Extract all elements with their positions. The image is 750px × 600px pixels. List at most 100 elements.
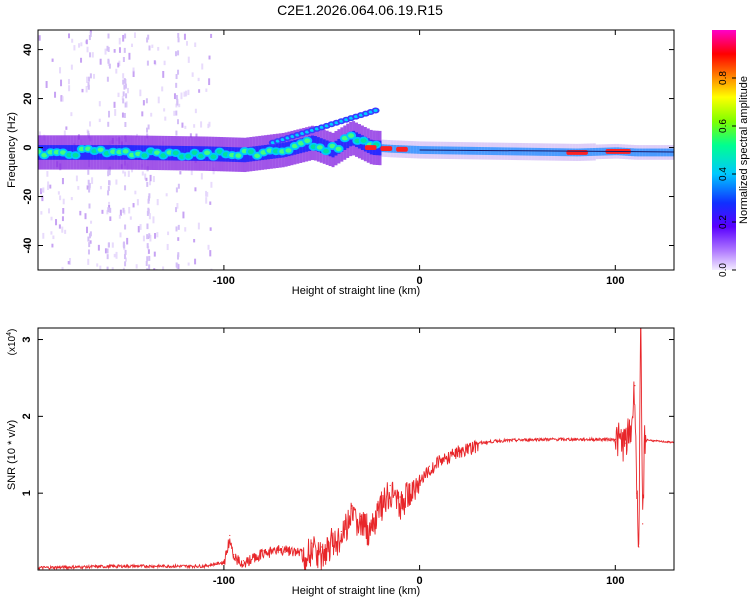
heatmap-streak-cell xyxy=(146,243,149,249)
heatmap-core-cell xyxy=(407,145,411,154)
heatmap-noise-cell xyxy=(200,121,203,128)
heatmap-noise-cell xyxy=(70,64,73,70)
heatmap-noise-cell xyxy=(125,257,128,262)
heatmap-noise-cell xyxy=(209,201,212,205)
snr-data-point xyxy=(340,530,342,533)
heatmap-noise-cell xyxy=(153,268,156,270)
heatmap-core-cell xyxy=(557,148,561,157)
heatmap-noise-cell xyxy=(96,263,99,267)
heatmap-noise-cell xyxy=(164,116,167,121)
heatmap-streak-cell xyxy=(146,127,149,133)
heatmap-noise-cell xyxy=(210,181,213,188)
heatmap-noise-cell xyxy=(104,48,107,55)
heatmap-noise-cell xyxy=(50,216,53,221)
heatmap-noise-cell xyxy=(122,73,125,79)
heatmap-core-cell xyxy=(501,147,505,156)
heatmap-core-cell xyxy=(531,147,535,156)
heatmap-streak-cell xyxy=(122,79,125,85)
heatmap-noise-cell xyxy=(70,197,73,201)
heatmap-branch-core xyxy=(280,138,285,142)
colorbar: 0.0 0.2 0.4 0.6 0.8 Normalized spectral ampl… xyxy=(712,30,750,277)
heatmap-streak-cell xyxy=(88,242,91,248)
snr-data-point xyxy=(360,515,362,517)
heatmap-noise-cell xyxy=(131,43,134,48)
heatmap-y-axis-label: Frequency (Hz) xyxy=(6,112,18,188)
heatmap-noise-cell xyxy=(119,209,122,216)
heatmap-core-cell xyxy=(642,148,646,157)
heatmap-branch-core xyxy=(368,110,373,114)
heatmap-noise-cell xyxy=(115,251,118,259)
heatmap-noise-cell xyxy=(149,181,152,186)
heatmap-streak-cell xyxy=(148,255,151,261)
heatmap-streak-cell xyxy=(87,130,90,136)
heatmap-streak-cell xyxy=(88,203,91,209)
heatmap-x-tick-label: -100 xyxy=(213,275,235,287)
heatmap-noise-cell xyxy=(122,170,125,174)
heatmap-noise-cell xyxy=(194,187,197,192)
heatmap-noise-cell xyxy=(141,171,144,176)
heatmap-core-cell xyxy=(542,148,546,156)
heatmap-streak-cell xyxy=(125,93,128,99)
heatmap-branch-core xyxy=(354,115,358,119)
heatmap-noise-cell xyxy=(181,122,184,128)
heatmap-core-cell xyxy=(545,148,549,156)
heatmap-streak-cell xyxy=(123,243,126,249)
snr-data-point xyxy=(624,442,626,444)
heatmap-noise-cell xyxy=(185,90,188,97)
heatmap-streak-cell xyxy=(107,190,110,196)
heatmap-noise-cell xyxy=(118,37,121,45)
heatmap-core-cell xyxy=(645,148,649,157)
heatmap-streak-cell xyxy=(175,82,178,88)
heatmap-streak-cell xyxy=(124,33,127,39)
heatmap-noise-cell xyxy=(118,214,121,219)
heatmap-noise-cell xyxy=(207,123,210,129)
heatmap-streak-cell xyxy=(177,32,180,38)
heatmap-noise-cell xyxy=(126,87,129,94)
snr-data-point xyxy=(311,542,313,544)
heatmap-streak-cell xyxy=(146,210,149,216)
heatmap-noise-cell xyxy=(150,112,153,117)
heatmap-streak-cell xyxy=(87,236,90,242)
heatmap-x-axis-label: Height of straight line (km) xyxy=(292,285,420,297)
heatmap-noise-cell xyxy=(115,179,118,185)
heatmap-blob-core xyxy=(153,150,160,155)
heatmap-core-cell xyxy=(340,137,344,152)
spectrogram-heatmap: -100 0 100 -40 -20 0 20 40 Height of straight … xyxy=(6,29,675,297)
snr-data-point xyxy=(653,440,656,442)
heatmap-noise-cell xyxy=(45,81,48,88)
heatmap-noise-cell xyxy=(190,170,193,176)
heatmap-streak-cell xyxy=(145,98,148,104)
heatmap-noise-cell xyxy=(64,229,67,234)
heatmap-x-tick-label: 0 xyxy=(417,275,423,287)
heatmap-noise-cell xyxy=(136,199,139,206)
heatmap-streak-cell xyxy=(107,171,110,177)
heatmap-noise-cell xyxy=(68,85,71,92)
heatmap-noise-cell xyxy=(126,237,129,245)
heatmap-noise-cell xyxy=(81,88,84,93)
snr-line-chart: -100 0 100 1 2 3 Height of straight line (km… xyxy=(6,327,675,597)
heatmap-streak-cell xyxy=(88,187,91,193)
heatmap-streak-cell xyxy=(175,130,178,136)
heatmap-y-tick-label: 0 xyxy=(22,144,34,150)
heatmap-blob-core xyxy=(247,149,254,154)
heatmap-noise-cell xyxy=(50,231,53,235)
heatmap-noise-cell xyxy=(151,44,154,48)
heatmap-noise-cell xyxy=(153,60,156,65)
heatmap-streak-cell xyxy=(106,266,109,270)
heatmap-streak-cell xyxy=(175,74,178,80)
heatmap-noise-cell xyxy=(156,198,159,206)
heatmap-core-cell xyxy=(654,148,658,157)
heatmap-noise-cell xyxy=(89,240,92,244)
heatmap-noise-cell xyxy=(86,76,89,83)
heatmap-noise-cell xyxy=(167,231,170,236)
heatmap-noise-cell xyxy=(49,184,52,189)
heatmap-streak-cell xyxy=(175,226,178,232)
heatmap-streak-cell xyxy=(124,83,127,89)
heatmap-noise-cell xyxy=(208,55,211,60)
snr-data-point xyxy=(428,465,430,467)
snr-data-point xyxy=(644,438,646,440)
snr-data-point xyxy=(301,550,303,552)
heatmap-red-segment xyxy=(380,146,393,151)
heatmap-noise-cell xyxy=(47,208,50,214)
